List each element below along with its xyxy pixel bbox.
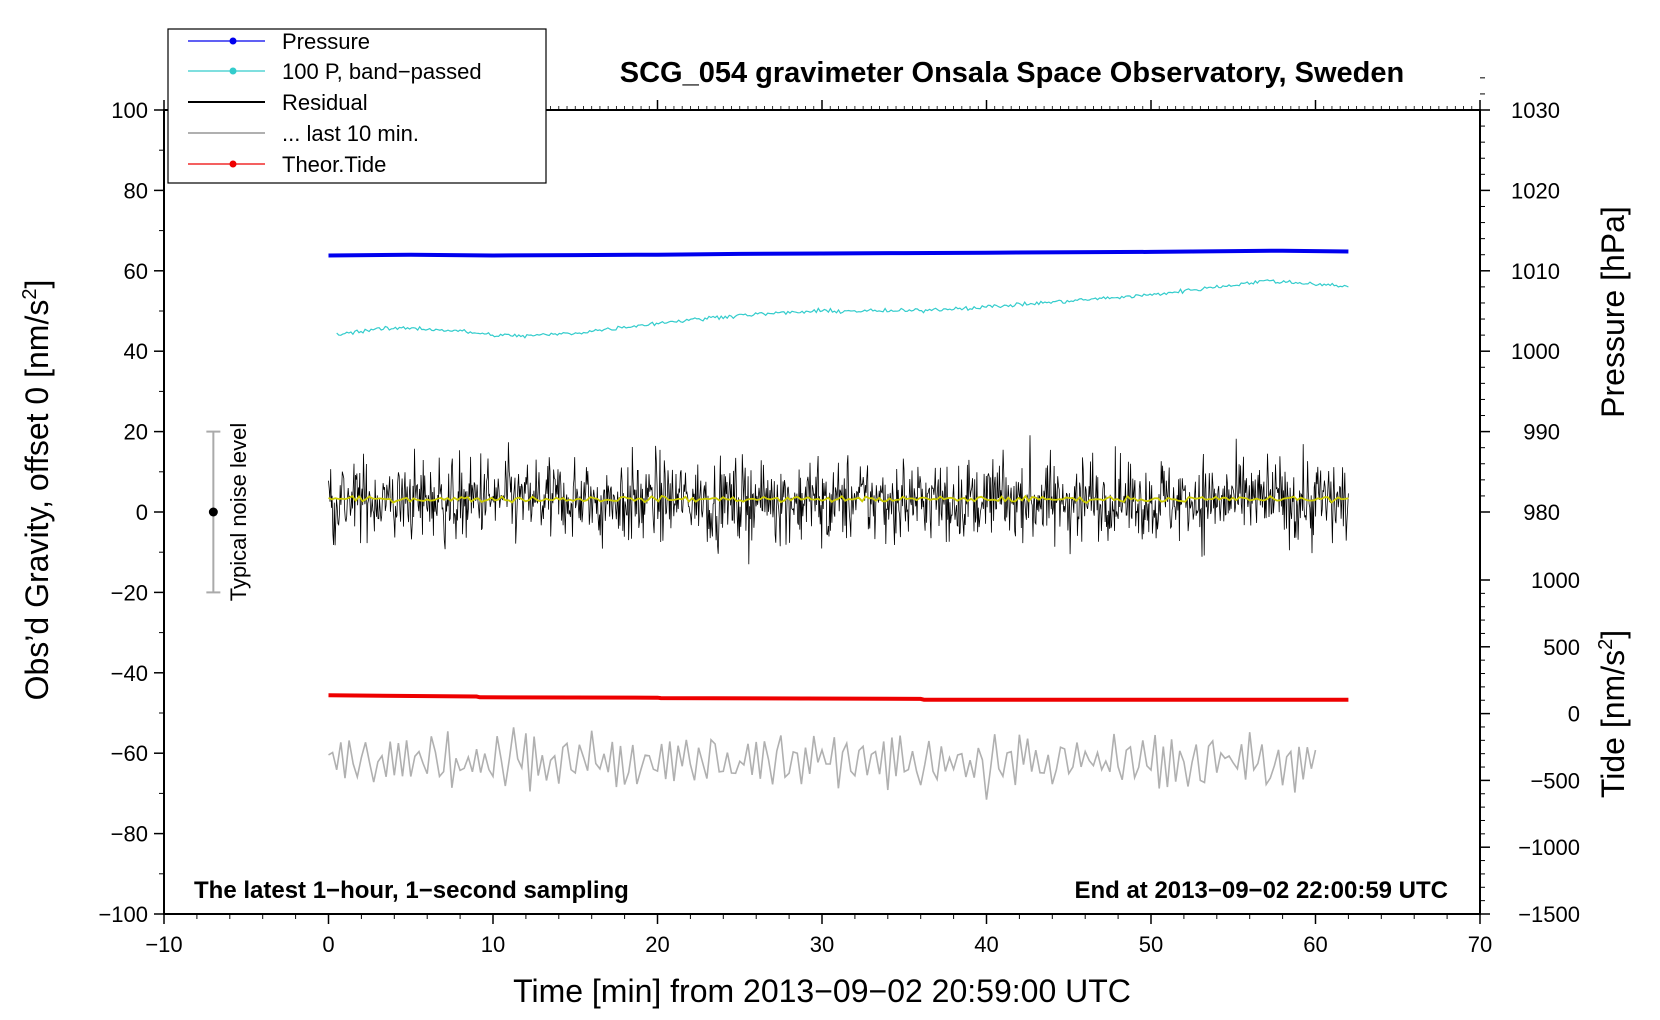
y-axis-title: Obs’d Gravity, offset 0 [nm/s2] xyxy=(19,280,55,701)
legend-label: Pressure xyxy=(282,29,370,54)
chart-title: SCG_054 gravimeter Onsala Space Observat… xyxy=(620,57,1404,89)
pressure-tick-label: 1000 xyxy=(1511,339,1560,364)
noise-level-indicator xyxy=(206,430,221,594)
tide-tick-label: 0 xyxy=(1568,702,1580,727)
pressure-tick-label: 1030 xyxy=(1511,98,1560,123)
pressure-tick-label: 990 xyxy=(1523,420,1560,445)
y-tick-label: 40 xyxy=(124,339,148,364)
legend-swatch-marker xyxy=(229,160,237,168)
legend-label: 100 P, band−passed xyxy=(282,59,482,84)
tide-axis-title-main: Tide [nm/s xyxy=(1595,650,1631,798)
x-tick-label: 40 xyxy=(974,932,998,957)
x-tick-label: −10 xyxy=(145,932,182,957)
tide-tick-label: 500 xyxy=(1543,635,1580,660)
series-pressure xyxy=(328,248,1349,258)
pressure-axis-title: Pressure [hPa] xyxy=(1595,206,1631,418)
legend-box xyxy=(167,28,547,184)
series-pressure-band-passed xyxy=(336,279,1349,339)
noise-level-label: Typical noise level xyxy=(226,423,251,602)
x-tick-label: 20 xyxy=(645,932,669,957)
y-tick-label: 20 xyxy=(124,420,148,445)
pressure-tick-label: 1020 xyxy=(1511,178,1560,203)
y-tick-label: −60 xyxy=(111,741,148,766)
y-tick-label: 0 xyxy=(136,500,148,525)
legend-label: Theor.Tide xyxy=(282,152,386,177)
y-tick-label: −80 xyxy=(111,822,148,847)
series-theoretical-tide xyxy=(328,693,1349,702)
legend-label: Residual xyxy=(282,90,368,115)
legend-swatch-marker xyxy=(229,67,237,75)
series-residual-mean xyxy=(328,494,1349,504)
series-residual xyxy=(328,435,1349,565)
y-axis-title-main: Obs’d Gravity, offset 0 [nm/s xyxy=(19,300,55,701)
tide-axis-title-sup: 2 xyxy=(1595,639,1617,650)
x-tick-label: 70 xyxy=(1468,932,1492,957)
noise-bar-center-dot xyxy=(208,507,218,517)
annotation-latest-hour: The latest 1−hour, 1−second sampling xyxy=(194,877,629,904)
pressure-tick-label: 1010 xyxy=(1511,259,1560,284)
tide-tick-label: −500 xyxy=(1530,768,1580,793)
y-tick-label: −40 xyxy=(111,661,148,686)
y-axis-title-end: ] xyxy=(19,280,55,289)
x-tick-label: 0 xyxy=(322,932,334,957)
pressure-tick-label: 980 xyxy=(1523,500,1560,525)
y-axis-title-sup: 2 xyxy=(19,289,41,300)
x-tick-label: 50 xyxy=(1139,932,1163,957)
tide-axis-title-end: ] xyxy=(1595,630,1631,639)
tide-axis-title: Tide [nm/s2] xyxy=(1595,630,1631,798)
tide-tick-label: 1000 xyxy=(1531,568,1580,593)
y-tick-label: 80 xyxy=(124,178,148,203)
legend-label: ... last 10 min. xyxy=(282,121,419,146)
tide-tick-label: −1500 xyxy=(1518,902,1580,927)
legend-swatch-marker xyxy=(229,37,237,45)
series-last-10-min xyxy=(328,727,1317,800)
y-tick-label: −100 xyxy=(98,902,148,927)
y-tick-label: −20 xyxy=(111,580,148,605)
x-tick-label: 60 xyxy=(1303,932,1327,957)
x-axis-title: Time [min] from 2013−09−02 20:59:00 UTC xyxy=(513,973,1131,1009)
y-tick-label: 100 xyxy=(111,98,148,123)
annotation-end-time: End at 2013−09−02 22:00:59 UTC xyxy=(1074,877,1448,904)
legend: Pressure 100 P, band−passed Residual ... la… xyxy=(167,28,547,184)
x-tick-label: 30 xyxy=(810,932,834,957)
tide-tick-label: −1000 xyxy=(1518,835,1580,860)
x-tick-label: 10 xyxy=(481,932,505,957)
y-tick-label: 60 xyxy=(124,259,148,284)
